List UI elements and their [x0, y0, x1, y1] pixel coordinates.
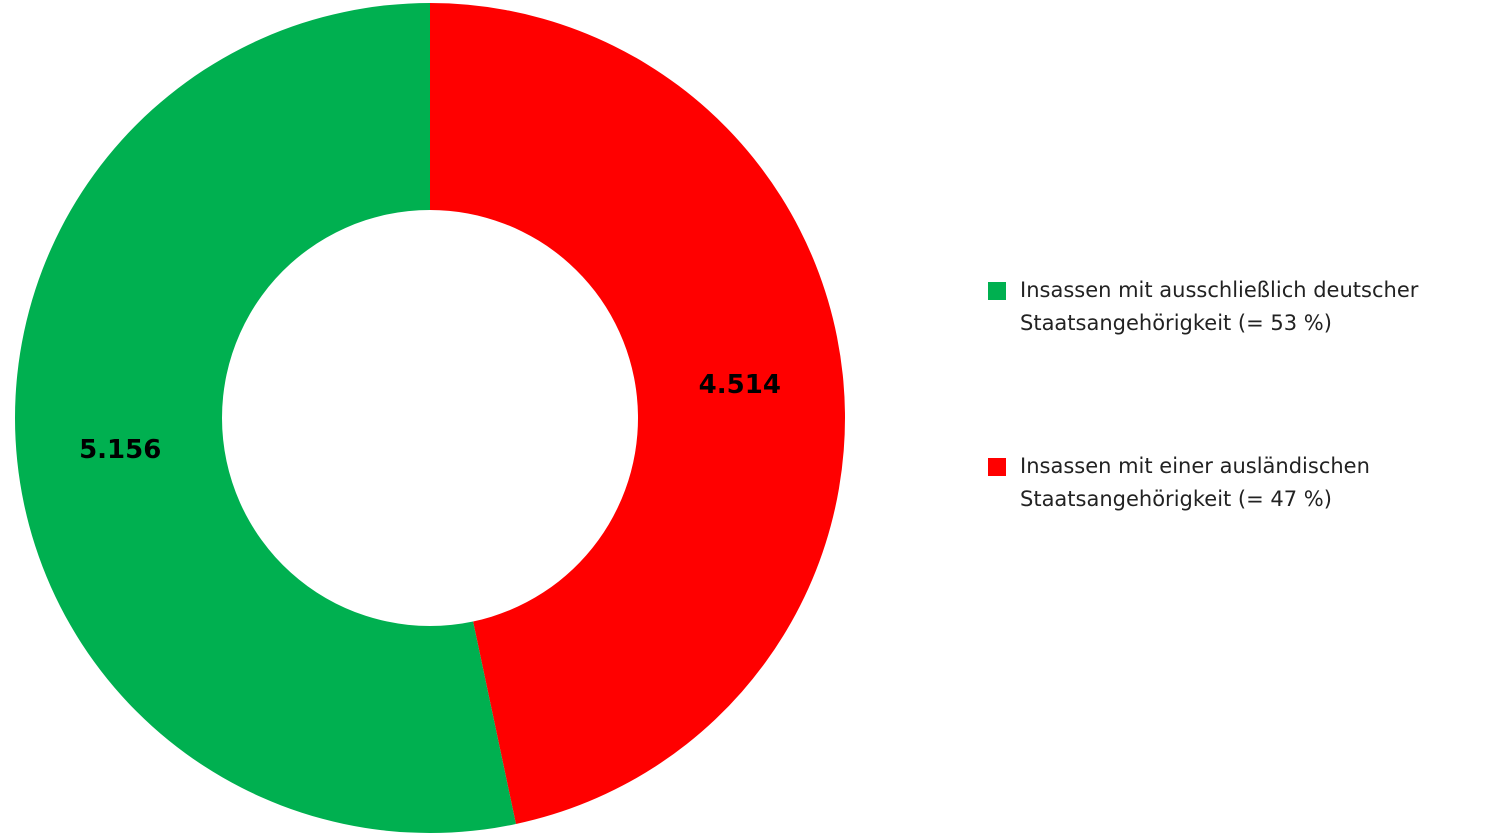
- legend-swatch: [988, 282, 1006, 300]
- donut-slice: [430, 3, 846, 825]
- data-label: 5.156: [79, 435, 161, 465]
- data-label: 4.514: [699, 370, 781, 400]
- donut-slice: [15, 3, 516, 833]
- legend-item: Insassen mit ausschließlich deutscher St…: [988, 278, 1478, 340]
- legend-item: Insassen mit einer ausländischen Staatsa…: [988, 454, 1478, 516]
- legend-swatch: [988, 458, 1006, 476]
- legend-label: Insassen mit ausschließlich deutscher St…: [1020, 278, 1419, 335]
- legend-label: Insassen mit einer ausländischen Staatsa…: [1020, 454, 1370, 511]
